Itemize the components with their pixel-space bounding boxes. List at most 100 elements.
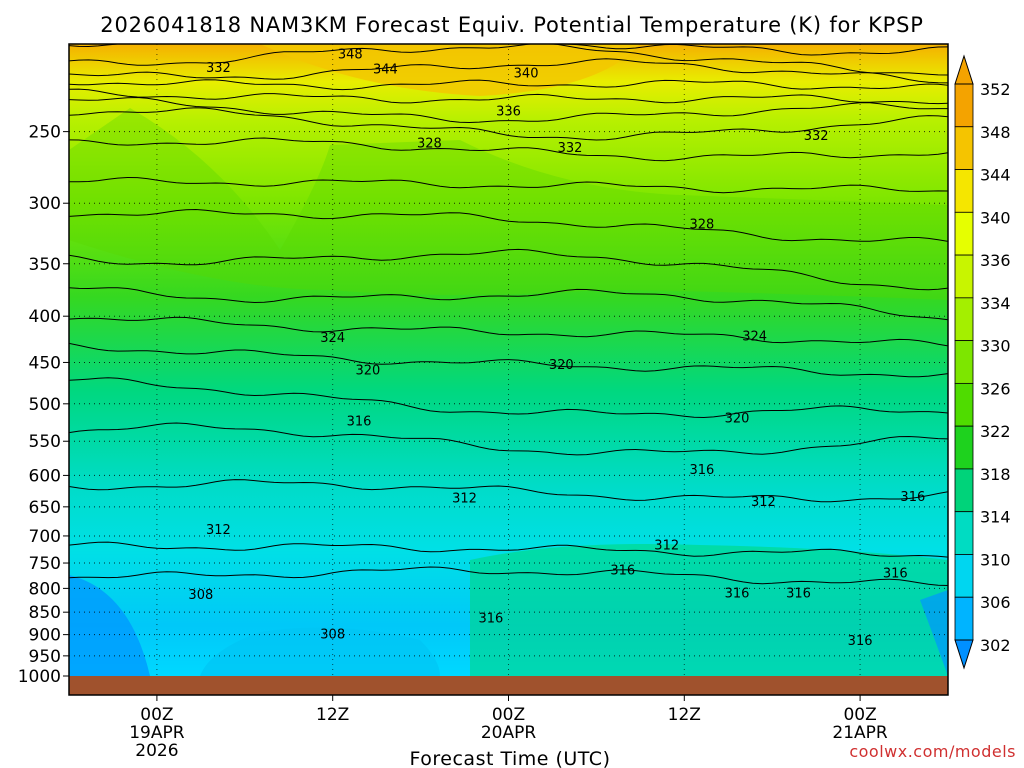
colorbar-label: 326 [980, 379, 1011, 398]
contour-label: 316 [347, 415, 372, 430]
y-tick-label: 300 [29, 194, 61, 214]
moist-lower-patch [470, 544, 948, 676]
colorbar-segment [954, 254, 974, 299]
contour-label: 340 [514, 66, 539, 81]
colorbar-bottom-arrow [954, 639, 974, 670]
contour-label: 336 [496, 105, 521, 120]
contour-label: 332 [804, 129, 829, 144]
colorbar-label: 306 [980, 593, 1011, 612]
colorbar-segment [954, 596, 974, 641]
colorbar-top-arrow [954, 54, 974, 85]
grid-lines [69, 44, 948, 676]
contour-346 [69, 44, 948, 56]
x-tick-year-label: 2026 [135, 741, 178, 761]
contour-label: 332 [558, 141, 583, 156]
colorbar-segment [954, 169, 974, 213]
y-tick-label: 550 [29, 432, 61, 452]
colorbar-segment [954, 468, 974, 513]
contour-label: 316 [900, 490, 925, 505]
contour-label: 312 [654, 538, 679, 553]
y-tick-label: 600 [29, 466, 61, 486]
contour-label: 312 [452, 492, 477, 507]
colorbar-segment [954, 83, 974, 128]
cool-right-patch [920, 590, 948, 676]
contour-310 [69, 566, 948, 586]
colorbar-label: 344 [980, 166, 1011, 185]
contour-label: 328 [417, 136, 442, 151]
contour-344 [69, 44, 948, 76]
contour-324 [69, 287, 948, 321]
contour-label: 316 [610, 563, 635, 578]
colorbar-segment [954, 425, 974, 470]
colorbar-segment [954, 340, 974, 384]
colorbar-label: 302 [980, 636, 1011, 655]
cool-left-patch [69, 575, 150, 676]
contour-314 [69, 479, 948, 503]
x-tick-label: 00Z [492, 705, 525, 725]
colorbar-label: 314 [980, 508, 1011, 527]
contour-label-layer: 348 344 332 340 336 332 328 332 328 324 324 320 320 3… [188, 48, 925, 649]
colorbar-segment [954, 511, 974, 555]
colorbar-label: 348 [980, 123, 1011, 142]
contour-312 [69, 541, 948, 558]
contour-lines [69, 44, 948, 586]
colorbar-segment [954, 554, 974, 598]
contour-label: 316 [786, 586, 811, 601]
contour-340 [69, 79, 948, 91]
contour-318 [69, 377, 948, 419]
x-tick-label: 00Z [843, 705, 876, 725]
contour-label: 312 [206, 523, 231, 538]
contour-label: 320 [725, 412, 750, 427]
contour-label: 308 [188, 588, 213, 603]
ground-surface [69, 676, 948, 695]
x-tick-label: 12Z [316, 705, 349, 725]
contour-338 [69, 88, 948, 105]
contour-label: 324 [320, 331, 345, 346]
x-tick-label: 12Z [668, 705, 701, 725]
y-tick-label: 800 [29, 579, 61, 599]
colorbar-label: 340 [980, 208, 1011, 227]
y-tick-label: 1000 [18, 667, 61, 687]
contour-330 [69, 176, 948, 194]
x-tick-date-label: 19APR [129, 723, 185, 743]
colorbar-label: 322 [980, 422, 1011, 441]
y-tick-label: 900 [29, 626, 61, 646]
contour-label: 316 [848, 634, 873, 649]
contour-label: 320 [549, 358, 574, 373]
colorbar-label: 330 [980, 337, 1011, 356]
contour-label: 328 [689, 218, 714, 233]
contour-label: 332 [206, 61, 231, 76]
contour-label: 308 [320, 627, 345, 642]
y-tick-label: 650 [29, 498, 61, 518]
warm-upper-patch [260, 44, 640, 96]
y-tick-label: 250 [29, 123, 61, 143]
y-tick-label: 500 [29, 395, 61, 415]
contour-label: 316 [725, 586, 750, 601]
credit-text: coolwx.com/models [849, 742, 1016, 761]
contour-336 [69, 96, 948, 124]
chart-title: 2026041818 NAM3KM Forecast Equiv. Potent… [100, 13, 923, 37]
y-tick-label: 750 [29, 554, 61, 574]
contour-label: 316 [479, 612, 504, 627]
colorbar-label: 352 [980, 80, 1011, 99]
y-axis: 250 300 350 400 450 500 550 600 650 700 750 800 850 9… [18, 123, 69, 687]
x-tick-date-label: 21APR [832, 723, 888, 743]
colorbar-label: 336 [980, 251, 1011, 270]
contour-316 [69, 422, 948, 456]
colorbar-label: 318 [980, 465, 1011, 484]
colorbar-label: 334 [980, 294, 1011, 313]
x-tick-label: 00Z [140, 705, 173, 725]
y-tick-label: 450 [29, 353, 61, 373]
contour-328 [69, 208, 948, 242]
contour-334 [69, 107, 948, 141]
x-axis-label: Forecast Time (UTC) [410, 748, 611, 768]
contour-label: 316 [689, 463, 714, 478]
colorbar-label: 310 [980, 550, 1011, 569]
contour-label: 348 [338, 48, 363, 63]
colorbar-segment [954, 126, 974, 170]
colorbar-segment [954, 297, 974, 342]
contour-label: 312 [751, 495, 776, 510]
contour-label: 324 [742, 329, 767, 344]
